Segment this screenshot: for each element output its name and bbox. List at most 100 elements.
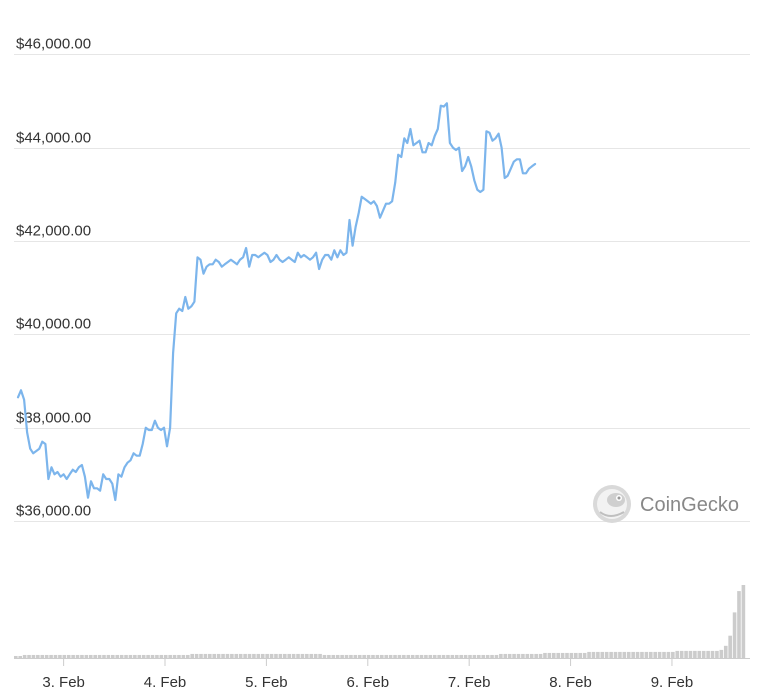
volume-bar	[327, 654, 331, 658]
volume-bar	[62, 654, 67, 658]
volume-bar	[432, 654, 437, 658]
volume-bar	[163, 654, 168, 658]
volume-bar	[49, 654, 53, 658]
volume-bar	[185, 654, 190, 658]
volume-bar	[282, 653, 287, 658]
volume-bar	[203, 653, 208, 658]
volume-bar	[485, 654, 490, 658]
volume-bar	[609, 651, 613, 658]
volume-bar	[397, 654, 402, 658]
volume-bar	[494, 654, 499, 658]
volume-bar	[349, 654, 353, 658]
volume-bar	[648, 651, 653, 658]
volume-bar	[71, 654, 75, 658]
volume-bar	[230, 653, 234, 658]
volume-bar	[706, 650, 710, 658]
volume-bar	[335, 654, 340, 658]
volume-bar	[238, 653, 243, 658]
x-tick-label: 8. Feb	[549, 674, 592, 691]
volume-bar	[560, 652, 565, 658]
volume-bar	[141, 654, 146, 658]
volume-bar	[172, 654, 177, 658]
volume-bar	[97, 654, 102, 658]
volume-bar	[216, 653, 221, 658]
volume-bar	[626, 651, 631, 658]
volume-bar	[93, 654, 97, 658]
volume-bar	[723, 645, 728, 658]
volume-bar	[622, 651, 627, 658]
volume-bar	[732, 612, 737, 659]
volume-bar	[512, 653, 516, 658]
x-tick-label: 7. Feb	[448, 674, 491, 691]
volume-bar	[199, 653, 203, 658]
volume-bar	[477, 654, 481, 658]
volume-bar	[300, 653, 305, 658]
volume-bar	[190, 653, 194, 658]
coingecko-watermark: CoinGecko	[593, 485, 739, 523]
volume-bar	[635, 651, 640, 658]
volume-bar	[150, 654, 155, 658]
x-axis: 3. Feb 4. Feb 5. Feb 6. Feb 7. Feb 8. Feb 9. F…	[14, 658, 750, 691]
volume-bar	[587, 651, 591, 658]
volume-bar	[133, 654, 137, 658]
volume-bar	[58, 654, 62, 658]
volume-bar	[472, 654, 477, 658]
volume-bar	[111, 654, 115, 658]
y-tick-label: $40,000.00	[16, 316, 91, 333]
volume-bar	[604, 651, 609, 658]
volume-bar	[353, 654, 358, 658]
volume-bar	[547, 652, 552, 658]
volume-bar	[402, 654, 406, 658]
volume-bar	[208, 653, 212, 658]
volume-bar	[309, 653, 314, 658]
volume-bar	[357, 654, 362, 658]
volume-bars	[14, 585, 746, 659]
x-tick-label: 4. Feb	[144, 674, 187, 691]
y-axis: $46,000.00 $44,000.00 $42,000.00 $40,000.00…	[16, 36, 91, 520]
volume-bar	[252, 653, 256, 658]
volume-bar	[441, 654, 446, 658]
volume-bar	[578, 652, 583, 658]
volume-bar	[31, 654, 36, 658]
volume-bar	[507, 653, 512, 658]
volume-bar	[159, 654, 164, 658]
volume-bar	[194, 653, 199, 658]
volume-bar	[741, 585, 746, 658]
volume-bar	[534, 653, 538, 658]
volume-bar	[269, 653, 274, 658]
volume-bar	[344, 654, 349, 658]
volume-bar	[516, 653, 521, 658]
volume-bar	[666, 651, 671, 658]
volume-bar	[66, 654, 71, 658]
volume-bar	[137, 654, 142, 658]
watermark-text: CoinGecko	[640, 494, 739, 516]
volume-bar	[146, 654, 150, 658]
grid-lines	[14, 54, 750, 522]
volume-bar	[728, 635, 732, 658]
volume-bar	[450, 654, 455, 658]
volume-bar	[128, 654, 133, 658]
volume-bar	[419, 654, 424, 658]
volume-bar	[278, 653, 283, 658]
volume-bar	[657, 651, 662, 658]
y-tick-label: $42,000.00	[16, 223, 91, 240]
volume-bar	[18, 655, 23, 658]
y-tick-label: $44,000.00	[16, 130, 91, 147]
volume-bar	[119, 654, 124, 658]
volume-bar	[565, 652, 569, 658]
volume-bar	[503, 653, 508, 658]
volume-bar	[415, 654, 419, 658]
volume-bar	[155, 654, 159, 658]
y-tick-label: $38,000.00	[16, 410, 91, 427]
volume-bar	[53, 654, 58, 658]
volume-bar	[618, 651, 622, 658]
gecko-logo-icon	[593, 485, 631, 523]
volume-bar	[693, 650, 697, 658]
volume-bar	[459, 654, 463, 658]
volume-bar	[428, 654, 433, 658]
x-tick-label: 9. Feb	[651, 674, 694, 691]
volume-bar	[490, 654, 494, 658]
volume-bar	[406, 654, 411, 658]
volume-bar	[247, 653, 252, 658]
